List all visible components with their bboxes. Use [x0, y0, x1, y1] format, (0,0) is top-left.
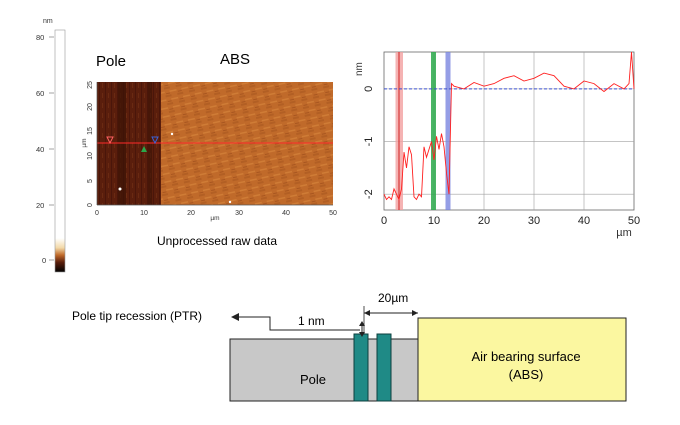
width-label: 20µm	[378, 291, 408, 305]
marker-red-triangle[interactable]	[106, 136, 114, 145]
afm-caption: Unprocessed raw data	[157, 234, 277, 248]
afm-x-tick: 30	[235, 210, 243, 217]
x-tick-label: 30	[528, 215, 540, 227]
ptr-schematic: Pole tip recession (PTR) 1 nm 20µm Pole …	[0, 280, 680, 420]
afm-y-tick: 5	[87, 179, 94, 183]
particle-dot	[170, 132, 174, 136]
afm-image-svg: Pole ABS 0 10 20 30 40 50 µm 0 5 10 15	[81, 51, 337, 248]
abs-block	[417, 317, 627, 402]
profile-series-line	[383, 51, 635, 201]
width-arrow-right	[412, 310, 418, 316]
profile-chart-svg: nm µm 0 10 20 30 40 50 0 -1 -2	[354, 51, 640, 239]
gap-arrow-down	[359, 332, 365, 337]
particle-dot	[228, 200, 232, 204]
pole-tip-1	[353, 333, 369, 402]
gap-label: 1 nm	[298, 314, 325, 328]
colorbar-tick-label: 40	[36, 145, 44, 154]
width-arrow-left	[364, 310, 370, 316]
marker-band-green	[431, 52, 436, 210]
y-tick-label: -2	[363, 189, 375, 199]
pole-tip-2	[376, 333, 392, 402]
height-colorbar: nm 80 60 40 20 0	[0, 0, 80, 280]
abs-title: ABS	[220, 51, 250, 68]
x-tick-label: 20	[478, 215, 490, 227]
colorbar-ticks: 80 60 40 20 0	[36, 33, 54, 265]
afm-x-ticks: 0 10 20 30 40 50	[95, 210, 337, 217]
afm-image-panel: Pole ABS 0 10 20 30 40 50 µm 0 5 10 15	[80, 40, 350, 255]
profile-chart: nm µm 0 10 20 30 40 50 0 -1 -2	[352, 40, 652, 240]
ptr-label: Pole tip recession (PTR)	[72, 309, 202, 323]
afm-y-unit: µm	[81, 138, 88, 147]
abs-label-line1: Air bearing surface	[471, 349, 580, 364]
afm-x-tick: 0	[95, 210, 99, 217]
afm-y-tick: 25	[87, 81, 94, 89]
x-tick-label: 0	[381, 215, 387, 227]
ptr-leader-line	[239, 316, 360, 331]
afm-x-unit: µm	[210, 215, 219, 222]
colorbar-tick-label: 20	[36, 201, 44, 210]
marker-band-blue	[445, 52, 451, 210]
abs-label-line2: (ABS)	[509, 367, 544, 382]
ptr-arrowhead	[231, 313, 239, 321]
x-tick-label: 10	[428, 215, 440, 227]
afm-x-tick: 20	[187, 210, 195, 217]
gap-arrow-up	[359, 321, 365, 326]
colorbar-unit: nm	[43, 18, 53, 25]
colorbar-tick-label: 60	[36, 89, 44, 98]
x-tick-label: 40	[578, 215, 590, 227]
profile-x-unit: µm	[616, 227, 632, 239]
x-tick-label: 50	[628, 215, 640, 227]
y-tick-label: -1	[363, 137, 375, 147]
afm-x-tick: 40	[282, 210, 290, 217]
afm-x-tick: 10	[140, 210, 148, 217]
particle-dot	[118, 187, 122, 191]
afm-y-tick: 0	[87, 203, 94, 207]
y-tick-label: 0	[363, 86, 375, 92]
afm-y-tick: 20	[87, 103, 94, 111]
colorbar-svg: nm 80 60 40 20 0	[36, 18, 66, 273]
colorbar-tick-label: 0	[42, 256, 46, 265]
profile-y-label: nm	[354, 62, 365, 76]
marker-blue-triangle[interactable]	[151, 136, 159, 145]
marker-green-triangle[interactable]	[141, 146, 147, 152]
pole-label: Pole	[300, 372, 326, 387]
colorbar-gradient	[54, 29, 66, 273]
afm-x-tick: 50	[329, 210, 337, 217]
afm-y-tick: 10	[87, 152, 94, 160]
afm-y-ticks: 0 5 10 15 20 25	[87, 81, 94, 207]
plot-frame	[383, 51, 635, 211]
schematic-svg: Pole tip recession (PTR) 1 nm 20µm Pole …	[72, 291, 627, 402]
colorbar-tick-label: 80	[36, 33, 44, 42]
pole-title: Pole	[96, 53, 126, 70]
afm-y-tick: 15	[87, 127, 94, 135]
